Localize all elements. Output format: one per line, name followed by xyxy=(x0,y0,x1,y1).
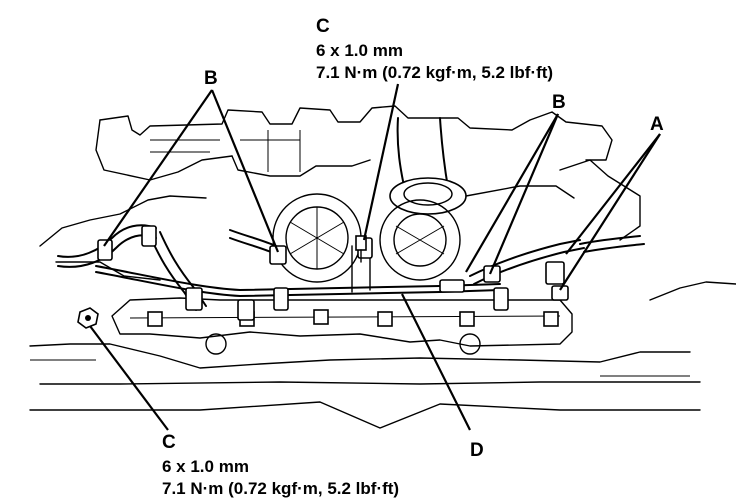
callout-c-top-size: 6 x 1.0 mm xyxy=(316,41,403,60)
callout-b-right: B xyxy=(552,92,566,113)
callout-c-bottom-torque: 7.1 N·m (0.72 kgf·m, 5.2 lbf·ft) xyxy=(162,479,399,498)
callout-c-bottom: C 6 x 1.0 mm 7.1 N·m (0.72 kgf·m, 5.2 lb… xyxy=(162,432,399,498)
callout-c-top: C 6 x 1.0 mm 7.1 N·m (0.72 kgf·m, 5.2 lb… xyxy=(316,16,553,82)
leader-lines xyxy=(89,83,661,431)
callout-c-top-torque: 7.1 N·m (0.72 kgf·m, 5.2 lbf·ft) xyxy=(316,63,553,82)
callout-c-top-letter: C xyxy=(316,16,330,37)
lower-frame xyxy=(29,281,736,429)
callout-d: D xyxy=(470,440,484,461)
callout-c-bottom-size: 6 x 1.0 mm xyxy=(162,457,249,476)
engine-block-outline xyxy=(39,105,641,283)
callout-c-bottom-letter: C xyxy=(162,432,176,453)
callout-a: A xyxy=(650,114,664,135)
bolt-c-lower xyxy=(77,307,99,329)
connectors xyxy=(97,225,569,321)
callout-b-left: B xyxy=(204,68,218,89)
bolt-c-upper xyxy=(355,235,367,263)
